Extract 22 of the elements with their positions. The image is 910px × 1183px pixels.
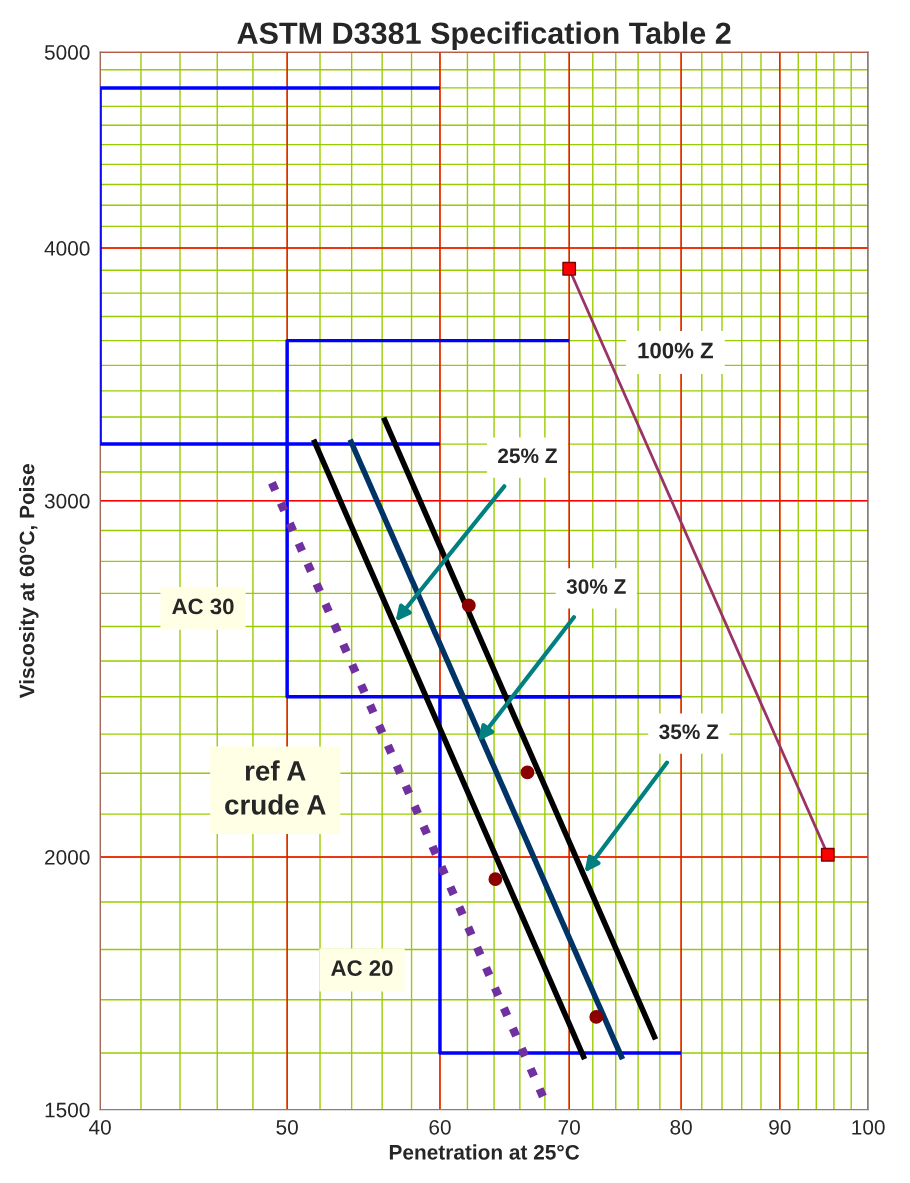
y-tick-label: 3000	[44, 493, 90, 509]
y-tick-label: 5000	[44, 45, 90, 60]
annotation: 30% Z	[566, 579, 626, 594]
x-tick-label: 40	[88, 1119, 111, 1135]
y-axis-title: Viscosity at 60°C, Poise	[19, 464, 39, 699]
y-tick-label: 2000	[45, 849, 90, 865]
x-tick-label: 100	[852, 1119, 885, 1135]
annotation: ref A crude A	[225, 760, 326, 815]
x-tick-label: 60	[429, 1119, 451, 1135]
x-axis-title: Penetration at 25°C	[389, 1144, 580, 1160]
annotation: AC 20	[331, 960, 393, 977]
y-tick-label: 4000	[44, 241, 90, 256]
annotation: AC 30	[172, 598, 234, 615]
y-tick-label: 1500	[45, 1102, 90, 1118]
annotation: 35% Z	[659, 724, 719, 740]
chart-title: ASTM D3381 Specification Table 2	[237, 21, 731, 51]
x-tick-label: 80	[670, 1119, 692, 1135]
x-tick-label: 70	[558, 1119, 580, 1135]
annotation: 25% Z	[498, 448, 557, 464]
x-tick-label: 50	[276, 1119, 298, 1135]
annotation: 100% Z	[638, 342, 714, 359]
x-tick-label: 90	[769, 1119, 791, 1135]
